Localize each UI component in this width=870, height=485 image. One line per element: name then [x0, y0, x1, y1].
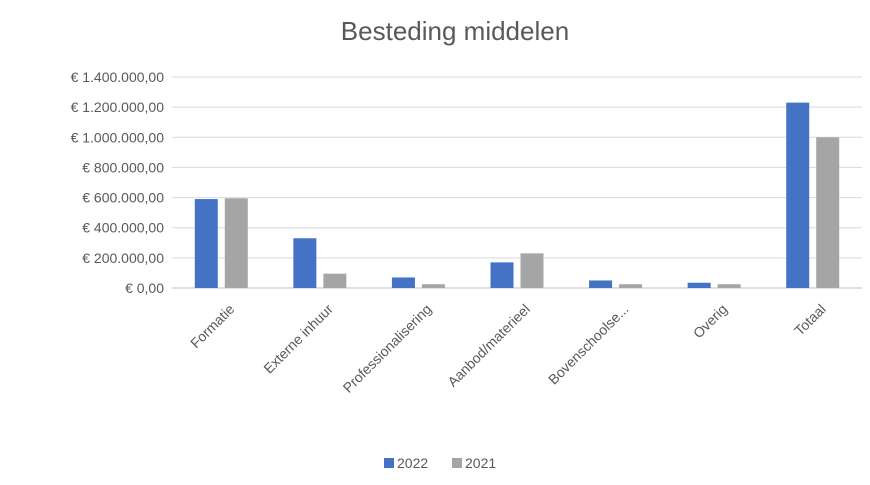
x-tick-label: Professionalisering	[340, 301, 435, 396]
bar-2022	[194, 199, 218, 288]
bar-2022	[391, 277, 415, 288]
y-tick-label: € 400.000,00	[82, 220, 164, 236]
x-axis-tick-labels: Formatie Externe inhuur Professionaliserin…	[187, 301, 829, 396]
x-tick-label: Bovenschoolse...	[545, 301, 632, 388]
bar-2022	[786, 102, 810, 288]
bar-2021	[816, 137, 840, 288]
bar-2022	[490, 262, 514, 288]
bar-2021	[520, 253, 544, 288]
bar-2021	[421, 284, 445, 288]
y-tick-label: € 200.000,00	[82, 250, 164, 266]
x-tick-label: Formatie	[187, 301, 238, 352]
y-tick-label: € 800.000,00	[82, 159, 164, 175]
y-tick-label: € 1.000.000,00	[71, 129, 165, 145]
legend-swatch-2022	[384, 458, 394, 468]
x-tick-label: Totaal	[791, 301, 829, 339]
y-tick-label: € 1.400.000,00	[71, 69, 165, 85]
x-tick-label: Overig	[690, 301, 730, 341]
gridlines	[172, 76, 862, 289]
y-tick-label: € 0,00	[125, 280, 164, 296]
chart-title: Besteding middelen	[341, 16, 569, 46]
legend-label-2021: 2021	[465, 455, 496, 471]
legend: 2022 2021	[384, 455, 496, 471]
legend-swatch-2021	[452, 458, 462, 468]
bar-2022	[589, 280, 613, 288]
bar-2022	[687, 282, 711, 288]
x-tick-label: Externe inhuur	[260, 301, 336, 377]
bar-2022	[293, 238, 317, 288]
bars	[194, 102, 840, 288]
x-tick-label: Aanbod/materieel	[444, 301, 533, 390]
bar-2021	[323, 273, 347, 288]
y-axis-tick-labels: € 0,00 € 200.000,00 € 400.000,00 € 600.000,…	[71, 69, 165, 296]
bar-2021	[224, 198, 248, 288]
y-tick-label: € 600.000,00	[82, 190, 164, 206]
legend-label-2022: 2022	[397, 455, 428, 471]
bar-2021	[619, 284, 643, 288]
bar-2021	[717, 284, 741, 288]
y-tick-label: € 1.200.000,00	[71, 99, 165, 115]
